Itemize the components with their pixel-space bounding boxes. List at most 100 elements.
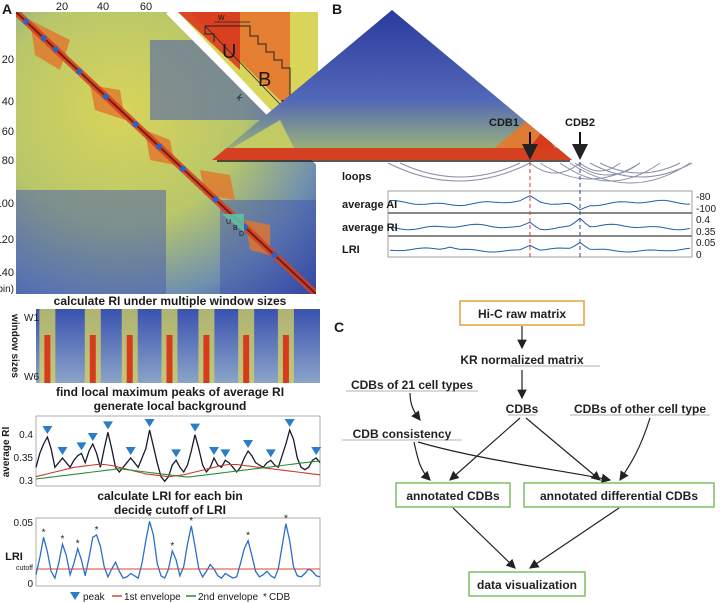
- window-peak-1: [89, 335, 96, 383]
- left-tick-20: 20: [2, 54, 14, 66]
- loop-arc-2: [529, 162, 581, 174]
- loop-arc-9: [579, 162, 621, 172]
- loop-arc-0: [387, 162, 531, 182]
- left-tick-60: 60: [2, 126, 14, 138]
- ubd-d: D: [239, 231, 244, 238]
- loops-label: loops: [342, 171, 371, 183]
- track-label-ai: average AI: [342, 199, 397, 211]
- boundary-dot-3: [76, 68, 83, 75]
- box-annotated-diff: [523, 482, 715, 508]
- legend-env1: 1st envelope: [124, 592, 181, 603]
- hic-raw-text: Hi-C raw matrix: [478, 307, 566, 321]
- ri-peak-marker-7: [57, 447, 68, 455]
- box-visualization: [468, 571, 586, 597]
- lri-tick-0: 0: [27, 579, 33, 590]
- panel-label-a: A: [2, 1, 12, 17]
- left-tick-80: 80: [2, 155, 14, 167]
- arrow-21-consistency: [409, 392, 421, 421]
- arrow-diff-vis: [529, 507, 620, 569]
- arrow-cdbs-annotated: [449, 417, 521, 481]
- ri-tick-040: 0.4: [19, 430, 33, 441]
- ri-peak-marker-3: [42, 426, 53, 434]
- step3-title-2: decide cutoff of LRI: [114, 503, 226, 517]
- ri-peak-marker-67: [284, 419, 295, 427]
- boundary-dot-5: [132, 121, 139, 128]
- window-axis-label: window sizes: [9, 313, 20, 378]
- ri-peak-marker-74: [311, 447, 322, 455]
- panel-label-c: C: [334, 319, 344, 335]
- ri-peak-marker-19: [102, 421, 113, 430]
- window-peak-5: [243, 335, 250, 383]
- cdb1-label: CDB1: [489, 117, 519, 129]
- tracks-frame: [387, 190, 693, 258]
- average-ri-chart: [35, 415, 322, 487]
- loop-arc-6: [574, 162, 641, 176]
- lri-cdb-star-66: *: [284, 514, 288, 525]
- track-ri-tick-2: 0.35: [696, 227, 716, 238]
- annotated-diff-text: annotated differential CDBs: [540, 489, 698, 503]
- left-tick-40: 40: [2, 96, 14, 108]
- lri-cdb-star-2: *: [42, 527, 46, 538]
- inset-w: w: [217, 12, 225, 22]
- step2-title-2: generate local background: [94, 399, 247, 413]
- lri-plot-frame: [35, 517, 321, 587]
- heatmap-left-ticks: 20 40 60 80 100 120 140 (bin): [0, 54, 14, 295]
- boundary-dot-10: [271, 252, 278, 259]
- lri-tick-005: 0.05: [14, 518, 34, 529]
- track-ri-tick-1: 0.4: [696, 215, 710, 226]
- ri-tick-030: 0.3: [19, 476, 33, 487]
- ri-axis-label: average RI: [1, 426, 12, 477]
- top-tick-40: 40: [97, 1, 109, 13]
- ri-peak-marker-15: [87, 433, 98, 441]
- ri-peak-marker-42: [190, 423, 201, 432]
- boundary-dot-0: [22, 18, 29, 25]
- window-top-label: W1: [24, 313, 39, 324]
- cdb-dots: [22, 18, 278, 259]
- ri-peak-marker-50: [220, 449, 231, 458]
- top-tick-20: 20: [56, 1, 68, 13]
- bin-label: (bin): [0, 284, 14, 295]
- arrow-consistency-diff: [417, 441, 612, 484]
- track-ai-tick-1: -80: [696, 192, 711, 203]
- loop-arc-1: [399, 162, 521, 178]
- ri-peak-marker-47: [208, 447, 219, 455]
- cdbs21-text: CDBs of 21 cell types: [351, 378, 473, 392]
- lri-cdb-star-30: *: [148, 511, 152, 522]
- inset-b: B: [258, 69, 271, 91]
- lri-cdb-star-7: *: [61, 534, 65, 545]
- step2-title-1: find local maximum peaks of average RI: [56, 385, 284, 399]
- left-tick-140: 140: [0, 267, 14, 279]
- lri-cdb-star-36: *: [170, 541, 174, 552]
- lri-line-series-0: [35, 521, 321, 580]
- track-ai-tick-2: -100: [696, 204, 716, 215]
- cdb2-label: CDB2: [565, 117, 595, 129]
- track-lri-tick-1: 0.05: [696, 238, 716, 249]
- boundary-dot-7: [179, 165, 186, 172]
- ubd-marker: U B D: [222, 214, 244, 238]
- lri-cdb-star-56: *: [246, 531, 250, 542]
- step1-title: calculate RI under multiple window sizes: [54, 294, 287, 308]
- ubd-b: B: [233, 225, 238, 232]
- ri-tick-035: 0.35: [14, 453, 34, 464]
- window-peak-3: [166, 335, 173, 383]
- window-bottom-label: W6: [24, 372, 39, 383]
- window-peak-2: [126, 335, 133, 383]
- arrow-annotated-vis: [452, 507, 516, 569]
- legend-peak-icon: [70, 592, 80, 600]
- boundary-dot-2: [52, 46, 59, 53]
- ri-peak-marker-37: [171, 449, 182, 458]
- window-heatmap: [36, 309, 320, 383]
- heatmap-top-ticks: 20 40 60: [56, 1, 152, 13]
- cdbs-other-text: CDBs of other cell type: [574, 402, 706, 416]
- track-label-lri: LRI: [342, 244, 360, 256]
- inset-k: k: [235, 92, 246, 103]
- legend: peak 1st envelope 2nd envelope * CDB: [70, 592, 290, 603]
- annotated-text: annotated CDBs: [406, 489, 500, 503]
- legend-cdb: CDB: [269, 592, 290, 603]
- loops-track: [387, 162, 693, 184]
- window-peak-6: [282, 335, 289, 383]
- step3-title-1: calculate LRI for each bin: [97, 489, 242, 503]
- track-lri-tick-2: 0: [696, 250, 702, 261]
- legend-cdb-star: *: [263, 592, 267, 603]
- panel-label-b: B: [332, 1, 342, 17]
